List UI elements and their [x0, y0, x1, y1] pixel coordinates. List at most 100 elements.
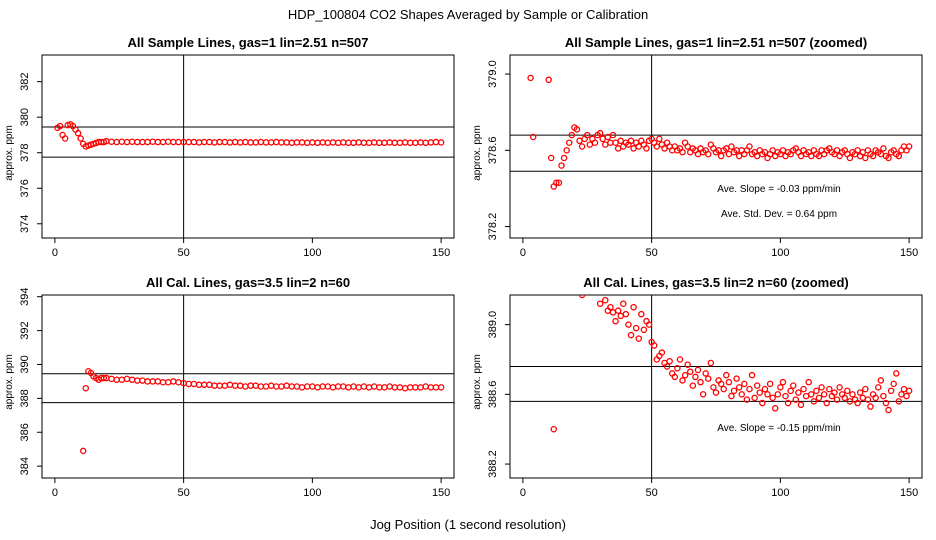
- data-point: [813, 387, 820, 395]
- data-point: [211, 139, 218, 146]
- data-point: [149, 138, 156, 145]
- data-point: [687, 368, 694, 375]
- data-point: [283, 382, 290, 389]
- data-point: [723, 371, 730, 379]
- data-point: [314, 384, 321, 391]
- data-point: [278, 139, 285, 146]
- data-point: [123, 138, 131, 146]
- data-point: [596, 129, 604, 137]
- data-point: [350, 139, 357, 147]
- data-point: [309, 383, 316, 390]
- data-point: [797, 152, 805, 160]
- y-tick-label: 382: [19, 72, 31, 90]
- data-point: [728, 392, 735, 400]
- data-point: [712, 389, 720, 396]
- data-point: [707, 359, 715, 367]
- data-point: [808, 391, 815, 398]
- data-point: [200, 138, 208, 146]
- data-points: [54, 121, 445, 150]
- data-point: [329, 384, 337, 391]
- data-point: [298, 384, 306, 391]
- data-point: [635, 143, 643, 150]
- data-point: [262, 383, 270, 390]
- y-tick-label: 379.0: [487, 60, 499, 88]
- data-point: [195, 139, 203, 146]
- data-point: [895, 398, 903, 405]
- data-point: [252, 139, 259, 146]
- panel-cal-lines: All Cal. Lines, gas=3.5 lin=2 n=60 appro…: [4, 275, 455, 499]
- data-point: [144, 378, 151, 385]
- data-point: [298, 139, 306, 146]
- data-point: [751, 394, 758, 402]
- data-point: [635, 335, 643, 342]
- data-point: [247, 139, 254, 146]
- data-point: [844, 387, 851, 395]
- data-point: [777, 384, 784, 391]
- x-tick-label: 0: [52, 247, 58, 259]
- data-point: [257, 383, 265, 390]
- data-point: [273, 138, 280, 146]
- data-point: [553, 179, 560, 186]
- data-point: [609, 131, 617, 139]
- data-point: [432, 138, 440, 146]
- panel-title: All Cal. Lines, gas=3.5 lin=2 n=60: [146, 275, 350, 290]
- data-point: [82, 384, 90, 392]
- data-point: [547, 154, 555, 162]
- data-point: [386, 139, 393, 146]
- panel-title: All Sample Lines, gas=1 lin=2.51 n=507: [128, 35, 369, 50]
- data-point: [738, 391, 746, 398]
- data-point: [211, 382, 218, 389]
- data-point: [565, 139, 573, 146]
- data-point: [728, 143, 735, 150]
- data-point: [797, 401, 805, 409]
- data-point: [185, 138, 193, 146]
- data-point: [753, 152, 761, 160]
- data-point: [417, 384, 424, 391]
- data-point: [195, 381, 203, 389]
- data-point: [573, 126, 581, 133]
- data-point: [679, 377, 686, 384]
- data-point: [190, 138, 198, 146]
- data-point: [705, 375, 712, 382]
- data-point: [237, 382, 244, 389]
- data-point: [877, 377, 885, 384]
- data-point: [627, 331, 635, 339]
- y-tick-label: 389.0: [487, 311, 499, 339]
- data-point: [273, 383, 280, 390]
- data-points: [550, 295, 913, 433]
- data-point: [645, 321, 653, 328]
- data-point: [697, 378, 704, 386]
- data-point: [684, 361, 691, 368]
- data-point: [190, 380, 198, 388]
- data-point: [262, 139, 270, 146]
- data-point: [702, 370, 709, 377]
- data-point: [880, 145, 887, 152]
- data-point: [717, 380, 725, 388]
- data-point: [614, 307, 622, 314]
- data-point: [164, 138, 172, 145]
- plot-frame: [41, 294, 455, 479]
- data-point: [607, 303, 614, 311]
- data-point: [900, 385, 908, 393]
- x-tick-label: 150: [900, 487, 918, 499]
- data-point: [771, 405, 779, 412]
- data-point: [658, 349, 666, 356]
- data-point: [769, 147, 776, 154]
- data-point: [345, 139, 352, 147]
- data-point: [56, 122, 64, 130]
- slope-annotation: Ave. Slope = -0.03 ppm/min: [717, 184, 841, 195]
- data-point: [370, 139, 378, 146]
- plot-frame: [509, 54, 923, 239]
- data-point: [643, 145, 650, 152]
- data-point: [134, 377, 141, 384]
- data-point: [170, 138, 177, 146]
- x-tick-label: 100: [303, 247, 321, 259]
- data-point: [175, 379, 182, 386]
- x-tick-label: 50: [646, 247, 658, 259]
- data-point: [527, 74, 534, 82]
- y-tick-label: 384: [19, 457, 31, 475]
- slope-annotation: Ave. Slope = -0.15 ppm/min: [717, 423, 841, 434]
- data-point: [185, 380, 193, 388]
- data-point: [905, 387, 913, 395]
- data-point: [100, 374, 108, 382]
